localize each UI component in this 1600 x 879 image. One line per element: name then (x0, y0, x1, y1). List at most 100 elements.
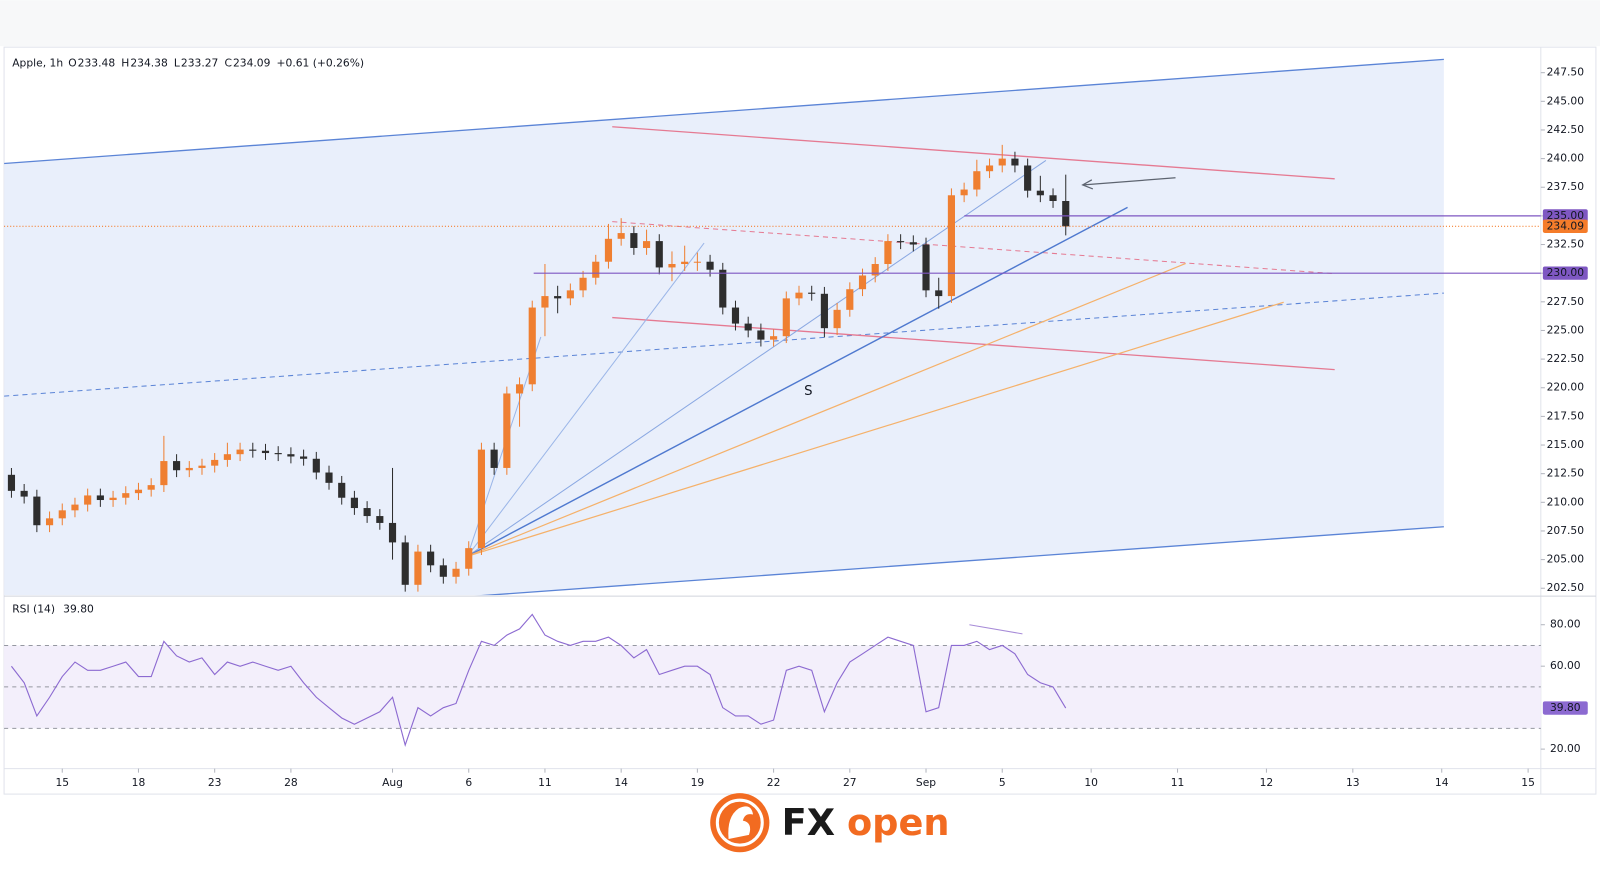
candle-body (528, 307, 536, 385)
level-tag (1542, 209, 1588, 223)
y-tick-label: 222.50 (1547, 352, 1585, 365)
header-text: O (68, 56, 76, 69)
candle-body (223, 454, 231, 460)
candle-body (376, 516, 384, 523)
candle-body (109, 497, 117, 501)
candle-body (173, 461, 181, 471)
x-tick-label: 23 (208, 776, 222, 789)
candle-body (20, 490, 28, 497)
logo-suffix: open (847, 801, 950, 844)
arrow (1083, 177, 1176, 186)
fan-line-orange (467, 301, 1284, 557)
y-tick-label: 242.50 (1547, 123, 1585, 136)
y-tick-label: 202.50 (1547, 581, 1585, 594)
x-tick-label: 11 (538, 776, 552, 789)
candle-body (477, 449, 486, 549)
candle-body (325, 472, 333, 483)
candle-body (503, 393, 511, 468)
candle-body (439, 565, 447, 577)
candle-body (642, 241, 651, 248)
candle-body (592, 261, 600, 278)
candle-body (947, 195, 955, 297)
y-tick-label: 232.50 (1547, 238, 1585, 251)
candle-body (744, 323, 752, 331)
x-tick-label: Sep (916, 776, 936, 789)
candle-body (770, 336, 778, 340)
y-tick-label: 220.00 (1547, 381, 1585, 394)
y-tick-label: 227.50 (1547, 295, 1585, 308)
y-tick-label: 212.50 (1547, 467, 1585, 480)
candle-body (33, 496, 41, 526)
candle-body (604, 238, 613, 262)
header-text: L (174, 56, 180, 69)
arrow-head (1081, 179, 1094, 190)
x-tick-label: 18 (132, 776, 146, 789)
candle-body (261, 450, 270, 454)
candle-body (515, 384, 524, 394)
x-tick-label: 15 (55, 776, 69, 789)
y-tick-label: 217.50 (1547, 409, 1585, 422)
x-tick-label: 10 (1084, 776, 1098, 789)
candle-body (249, 449, 257, 451)
rsi-tag (1542, 701, 1588, 715)
y-tick-label: 207.50 (1547, 524, 1585, 537)
candle-body (147, 485, 155, 490)
candle-body (84, 495, 92, 505)
rsi-title: RSI (14) (12, 602, 55, 615)
candle-body (350, 497, 358, 509)
candle-body (1011, 158, 1019, 166)
y-tick-label: 225.00 (1547, 323, 1585, 336)
header-text: +0.61 (+0.26%) (277, 56, 365, 69)
x-tick-label: 13 (1346, 776, 1360, 789)
candle-body (693, 261, 701, 263)
x-tick-label: 22 (767, 776, 781, 789)
candle-body (236, 449, 244, 455)
level-tag-label: 235.00 (1547, 209, 1585, 222)
candle-body (300, 456, 308, 459)
candles (7, 144, 1070, 592)
candle-body (7, 474, 16, 491)
candle-body (998, 158, 1006, 166)
candle-body (960, 189, 968, 196)
level-tag (1542, 266, 1588, 280)
x-tick-label: 12 (1260, 776, 1274, 789)
x-tick-label: 27 (843, 776, 857, 789)
rsi-line (10, 613, 1067, 747)
logo-prefix: FX (782, 801, 835, 844)
header-text: C (224, 56, 231, 69)
candle-body (465, 548, 473, 569)
header-text: 233.48 (78, 56, 116, 69)
candle-body (401, 542, 409, 585)
level-tag-label: 230.00 (1547, 266, 1585, 279)
logo-icon-ring (715, 798, 764, 847)
candle-body (45, 518, 54, 526)
candle-body (122, 493, 130, 498)
candle-body (541, 296, 549, 308)
rsi-tag-label: 39.80 (1550, 701, 1581, 714)
candle-body (198, 465, 206, 468)
rsi-divergence-line (969, 624, 1023, 635)
channel-fill (4, 59, 1444, 596)
candle-body (554, 296, 562, 299)
candle-body (884, 241, 892, 265)
candle-body (617, 233, 625, 239)
candle-body (731, 307, 740, 324)
candle-body (706, 261, 714, 270)
rsi-y-tick-label: 20.00 (1550, 742, 1581, 755)
channel-top (4, 58, 1444, 165)
candle-body (414, 551, 422, 585)
header-text: 233.27 (181, 56, 218, 69)
candle-body (782, 298, 790, 337)
candle-body (846, 289, 854, 310)
candle-body (312, 458, 320, 473)
x-tick-label: 6 (465, 776, 472, 789)
last-price-tag (1542, 219, 1588, 233)
red-channel-mid (612, 221, 1335, 275)
rsi-pane: 80.00 60.00 20.00 39.80 RSI (14) 39.80 (4, 602, 1588, 755)
x-tick-label: 19 (691, 776, 705, 789)
candle-body (579, 277, 587, 291)
header-text: 234.38 (130, 56, 168, 69)
